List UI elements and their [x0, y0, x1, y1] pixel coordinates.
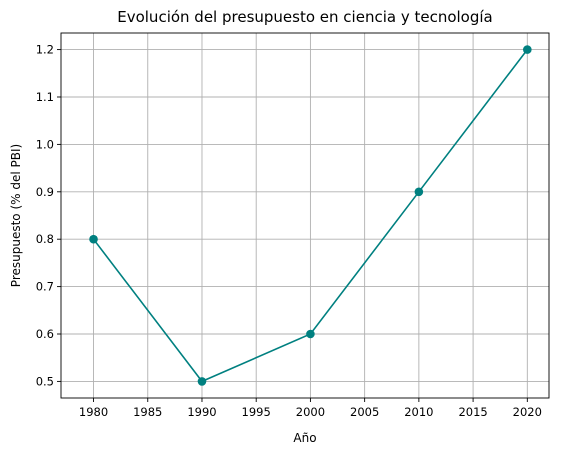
grid [61, 33, 549, 398]
y-tick-label: 0.8 [36, 232, 54, 246]
x-tick-label: 1995 [242, 405, 271, 419]
data-point [306, 329, 315, 339]
y-tick-label: 0.9 [36, 185, 54, 199]
y-tick-label: 0.7 [36, 280, 54, 294]
plot-frame [60, 32, 550, 399]
x-tick-label: 2005 [350, 405, 379, 419]
x-tick-label: 1985 [133, 405, 162, 419]
data-series [89, 45, 532, 386]
y-tick-label: 1.2 [36, 43, 54, 57]
y-tick-label: 1.1 [36, 90, 54, 104]
data-point [523, 45, 532, 54]
data-point [89, 234, 98, 244]
chart-title: Evolución del presupuesto en ciencia y t… [117, 8, 493, 26]
y-tick-label: 0.5 [36, 374, 54, 388]
x-axis-label: Año [293, 431, 316, 445]
x-tick-label: 2020 [513, 405, 542, 419]
x-tick-label: 1990 [187, 405, 216, 419]
y-tick-label: 0.6 [36, 327, 54, 341]
y-axis-label: Presupuesto (% del PBI) [9, 144, 23, 287]
x-tick-label: 2000 [296, 405, 325, 419]
data-point [414, 187, 424, 197]
x-tick-label: 2010 [404, 405, 433, 419]
x-tick-label: 2015 [458, 405, 487, 419]
data-point [197, 377, 207, 386]
axis-ticks: 1980 1985 1990 1995 2000 2005 2010 2015 2020 0.5 0… [36, 43, 542, 419]
y-tick-label: 1.0 [36, 137, 54, 151]
x-tick-label: 1980 [79, 405, 108, 419]
